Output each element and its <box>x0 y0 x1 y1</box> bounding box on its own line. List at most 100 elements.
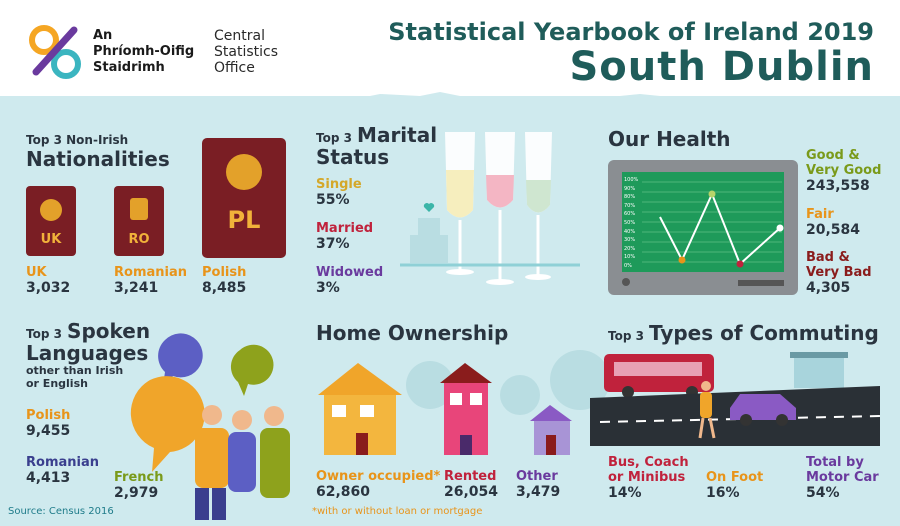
commuting-heading-line: Types of Commuting <box>649 321 879 345</box>
monitor-tick: 80% <box>624 194 636 201</box>
language-value: 2,979 <box>114 485 159 501</box>
nationality-label: UK <box>26 265 47 280</box>
language-value: 9,455 <box>26 423 71 439</box>
passport-ro-icon: RO <box>114 186 164 256</box>
marital-heading-line: Marital <box>357 123 438 147</box>
home-heading: Home Ownership <box>316 321 509 345</box>
monitor-tick: 60% <box>624 211 636 218</box>
commuting-item: Bus, Coach or Minibus 14% <box>608 455 689 501</box>
monitor-tick: 50% <box>624 219 636 226</box>
marital-pre: Top 3 <box>316 131 352 145</box>
passport-uk-icon: UK <box>26 186 76 256</box>
health-monitor: 100% 90% 80% 70% 60% 50% 40% 30% 20% 10%… <box>608 160 798 295</box>
nationality-item: Romanian 3,241 <box>114 265 187 296</box>
monitor-slot-icon <box>738 280 784 286</box>
nationalities-heading: Nationalities <box>26 147 170 171</box>
nationality-item: UK 3,032 <box>26 265 70 296</box>
passport-pl-icon: PL <box>202 138 286 258</box>
monitor-tick: 20% <box>624 245 636 252</box>
health-value: 4,305 <box>806 280 851 296</box>
language-item: French 2,979 <box>114 470 164 501</box>
monitor-tick: 100% <box>624 177 639 183</box>
org-name-english: Central Statistics Office <box>214 28 278 76</box>
monitor-button-icon <box>622 278 630 286</box>
commuting-label: On Foot <box>706 470 764 485</box>
org-irish-line: Phríomh-Oifig <box>93 44 195 59</box>
source-note: Source: Census 2016 <box>8 506 114 517</box>
marital-item: Married 37% <box>316 221 373 252</box>
nationality-value: 3,241 <box>114 280 159 296</box>
commuting-label: Motor Car <box>806 470 879 485</box>
monitor-tick: 40% <box>624 228 636 235</box>
nationalities-pre: Top 3 Non-Irish <box>26 133 129 147</box>
houses-icon <box>318 361 572 455</box>
commuting-value: 54% <box>806 485 840 501</box>
marital-heading: Top 3 Marital Status <box>316 124 437 168</box>
marital-item: Single 55% <box>316 177 362 208</box>
nationality-label: Polish <box>202 265 247 280</box>
languages-pre: Top 3 <box>26 327 62 341</box>
home-label: Owner occupied* <box>316 469 441 484</box>
language-value: 4,413 <box>26 470 71 486</box>
health-label: Very Bad <box>806 265 872 280</box>
health-label: Bad & <box>806 250 850 265</box>
skyline-silhouette <box>300 92 900 120</box>
monitor-tick: 30% <box>624 237 636 244</box>
commuting-item: On Foot 16% <box>706 470 763 501</box>
commuting-heading: Top 3 Types of Commuting <box>608 322 879 344</box>
org-irish-line: An <box>93 28 113 43</box>
marital-item: Widowed 3% <box>316 265 383 296</box>
commuting-item: Total by Motor Car 54% <box>806 455 879 501</box>
health-value: 243,558 <box>806 178 870 194</box>
home-value: 62,860 <box>316 484 371 500</box>
marital-label: Widowed <box>316 265 384 280</box>
marital-heading-line: Status <box>316 145 390 169</box>
monitor-ticks: 100% 90% 80% 70% 60% 50% 40% 30% 20% 10%… <box>624 176 638 271</box>
health-label: Good & <box>806 148 860 163</box>
monitor-screen: 100% 90% 80% 70% 60% 50% 40% 30% 20% 10%… <box>622 172 784 272</box>
home-item: Owner occupied* 62,860 <box>316 469 440 500</box>
language-item: Polish 9,455 <box>26 408 70 439</box>
commuting-label: Bus, Coach <box>608 455 689 470</box>
marital-value: 37% <box>316 236 350 252</box>
champagne-glasses-icon <box>400 132 580 285</box>
health-heading: Our Health <box>608 127 731 151</box>
commuting-road-icon <box>550 350 881 446</box>
home-label: Other <box>516 469 558 484</box>
home-value: 3,479 <box>516 484 561 500</box>
marital-value: 55% <box>316 192 350 208</box>
languages-heading: Top 3 Spoken Languages other than Irish … <box>26 320 150 390</box>
monitor-tick: 90% <box>624 185 636 192</box>
cso-logo-icon <box>29 25 81 79</box>
home-footnote: *with or without loan or mortgage <box>312 506 483 517</box>
marital-value: 3% <box>316 280 340 296</box>
nationality-value: 8,485 <box>202 280 247 296</box>
health-value: 20,584 <box>806 222 861 238</box>
home-item: Rented 26,054 <box>444 469 498 500</box>
commuting-value: 14% <box>608 485 642 501</box>
commuting-label: Total by <box>806 455 864 470</box>
health-item: Good & Very Good 243,558 <box>806 148 881 194</box>
page-subtitle: South Dublin <box>569 44 874 90</box>
languages-sub: other than Irish <box>26 364 124 377</box>
org-english-line: Office <box>214 60 255 76</box>
home-item: Other 3,479 <box>516 469 560 500</box>
monitor-tick: 0% <box>624 262 632 269</box>
passport-code: RO <box>128 232 150 247</box>
language-label: Polish <box>26 408 71 423</box>
language-label: French <box>114 470 164 485</box>
health-item: Fair 20,584 <box>806 207 860 238</box>
monitor-tick: 10% <box>624 254 636 261</box>
org-name-irish: An Phríomh-Oifig Staidrimh <box>93 28 194 76</box>
passport-code: PL <box>227 206 261 234</box>
org-english-line: Central <box>214 28 265 44</box>
commuting-label: or Minibus <box>608 470 686 485</box>
health-label: Fair <box>806 207 834 222</box>
nationality-label: Romanian <box>114 265 187 280</box>
languages-sub: or English <box>26 377 88 390</box>
org-irish-line: Staidrimh <box>93 60 165 75</box>
language-item: Romanian 4,413 <box>26 455 99 486</box>
languages-heading-line: Languages <box>26 341 149 365</box>
marital-label: Married <box>316 221 374 236</box>
passport-code: UK <box>40 232 62 247</box>
